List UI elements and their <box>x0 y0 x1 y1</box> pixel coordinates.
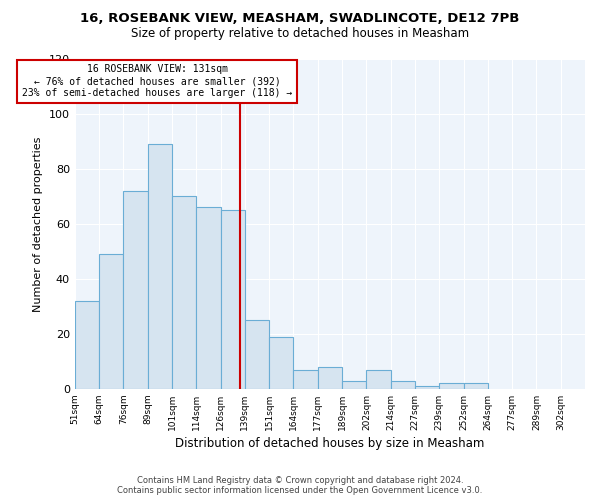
Text: Size of property relative to detached houses in Measham: Size of property relative to detached ho… <box>131 28 469 40</box>
Text: Contains HM Land Registry data © Crown copyright and database right 2024.
Contai: Contains HM Land Registry data © Crown c… <box>118 476 482 495</box>
Bar <box>172 196 196 389</box>
Bar <box>415 386 439 389</box>
Text: 16 ROSEBANK VIEW: 131sqm
← 76% of detached houses are smaller (392)
23% of semi-: 16 ROSEBANK VIEW: 131sqm ← 76% of detach… <box>22 64 293 98</box>
Bar <box>439 384 464 389</box>
Bar <box>342 380 367 389</box>
Bar <box>99 254 124 389</box>
X-axis label: Distribution of detached houses by size in Measham: Distribution of detached houses by size … <box>175 437 485 450</box>
Bar <box>464 384 488 389</box>
Bar <box>293 370 318 389</box>
Bar <box>367 370 391 389</box>
Bar <box>221 210 245 389</box>
Bar <box>124 191 148 389</box>
Text: 16, ROSEBANK VIEW, MEASHAM, SWADLINCOTE, DE12 7PB: 16, ROSEBANK VIEW, MEASHAM, SWADLINCOTE,… <box>80 12 520 26</box>
Y-axis label: Number of detached properties: Number of detached properties <box>33 136 43 312</box>
Bar <box>148 144 172 389</box>
Bar <box>318 367 342 389</box>
Bar <box>269 336 293 389</box>
Bar <box>245 320 269 389</box>
Bar <box>196 208 221 389</box>
Bar <box>391 380 415 389</box>
Bar <box>75 301 99 389</box>
